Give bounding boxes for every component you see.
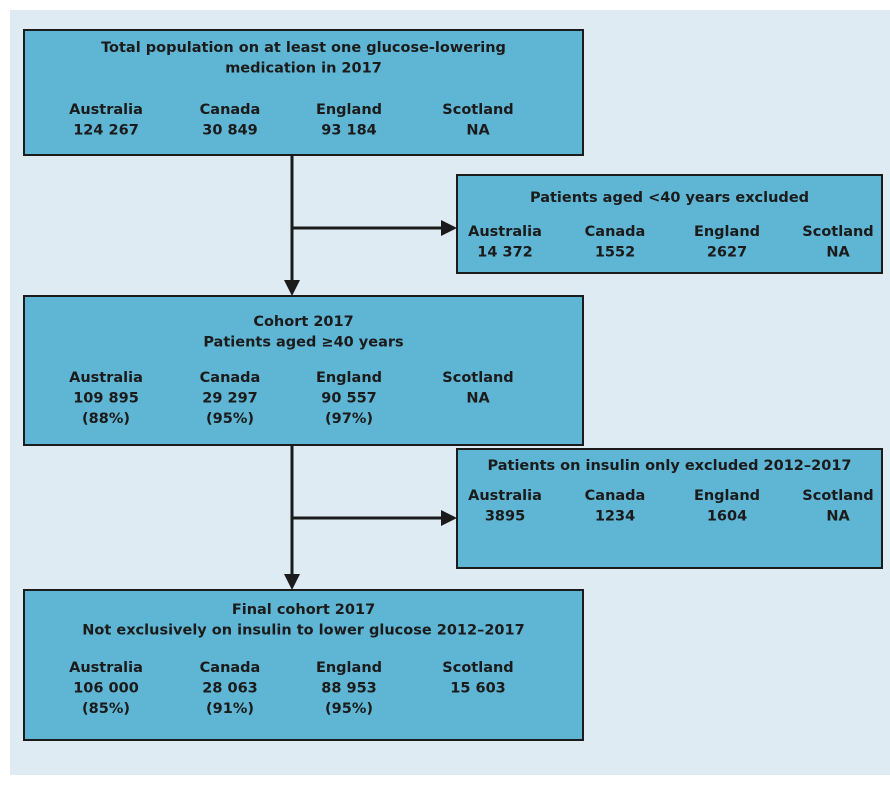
country-name: Australia (69, 102, 143, 118)
country-value: NA (826, 245, 850, 261)
box (23, 589, 584, 741)
country-value: 1604 (707, 509, 747, 525)
country-name: Australia (468, 224, 542, 240)
arrowhead (441, 220, 457, 236)
country-value: 28 063 (202, 681, 258, 697)
country-name: Canada (200, 370, 261, 386)
country-value: 93 184 (321, 123, 377, 139)
country-name: Australia (69, 660, 143, 676)
box (456, 448, 883, 569)
country-value: (95%) (325, 701, 373, 717)
country-name: England (316, 102, 382, 118)
country-value: 2627 (707, 245, 747, 261)
country-name: Scotland (802, 488, 873, 504)
arrowhead (441, 510, 457, 526)
country-value: (85%) (82, 701, 130, 717)
country-value: 30 849 (202, 123, 258, 139)
country-value: 29 297 (202, 391, 258, 407)
country-value: NA (466, 391, 490, 407)
arrowheads (284, 220, 457, 590)
country-value: (91%) (206, 701, 254, 717)
box (456, 174, 883, 274)
box-title: Patients aged ≥40 years (203, 335, 403, 351)
country-value: (88%) (82, 411, 130, 427)
country-name: Australia (468, 488, 542, 504)
country-name: Australia (69, 370, 143, 386)
country-value: 3895 (485, 509, 525, 525)
country-value: 1552 (595, 245, 635, 261)
country-value: 88 953 (321, 681, 377, 697)
country-name: Scotland (442, 660, 513, 676)
country-name: Scotland (442, 102, 513, 118)
connectors (290, 155, 443, 576)
country-name: England (316, 370, 382, 386)
country-value: 15 603 (450, 681, 506, 697)
country-name: Canada (200, 660, 261, 676)
box-title: Final cohort 2017 (232, 602, 375, 618)
country-name: England (694, 488, 760, 504)
country-name: Canada (200, 102, 261, 118)
box-title: Total population on at least one glucose… (101, 40, 506, 56)
box (23, 29, 584, 156)
arrowhead (284, 280, 300, 296)
country-name: Canada (585, 488, 646, 504)
arrowhead (284, 574, 300, 590)
country-name: Scotland (802, 224, 873, 240)
box-title: Patients on insulin only excluded 2012–2… (487, 458, 851, 474)
box-title: Cohort 2017 (253, 314, 353, 330)
country-value: 109 895 (73, 391, 139, 407)
country-name: Canada (585, 224, 646, 240)
country-value: 90 557 (321, 391, 377, 407)
box (23, 295, 584, 446)
box-title: medication in 2017 (225, 61, 382, 77)
country-name: Scotland (442, 370, 513, 386)
country-value: 1234 (595, 509, 635, 525)
country-value: (97%) (325, 411, 373, 427)
box-title: Patients aged <40 years excluded (530, 190, 809, 206)
country-value: (95%) (206, 411, 254, 427)
country-value: NA (826, 509, 850, 525)
country-value: 106 000 (73, 681, 139, 697)
country-name: England (316, 660, 382, 676)
box-title: Not exclusively on insulin to lower gluc… (82, 623, 524, 639)
country-value: 124 267 (73, 123, 139, 139)
country-value: 14 372 (477, 245, 533, 261)
country-value: NA (466, 123, 490, 139)
country-name: England (694, 224, 760, 240)
